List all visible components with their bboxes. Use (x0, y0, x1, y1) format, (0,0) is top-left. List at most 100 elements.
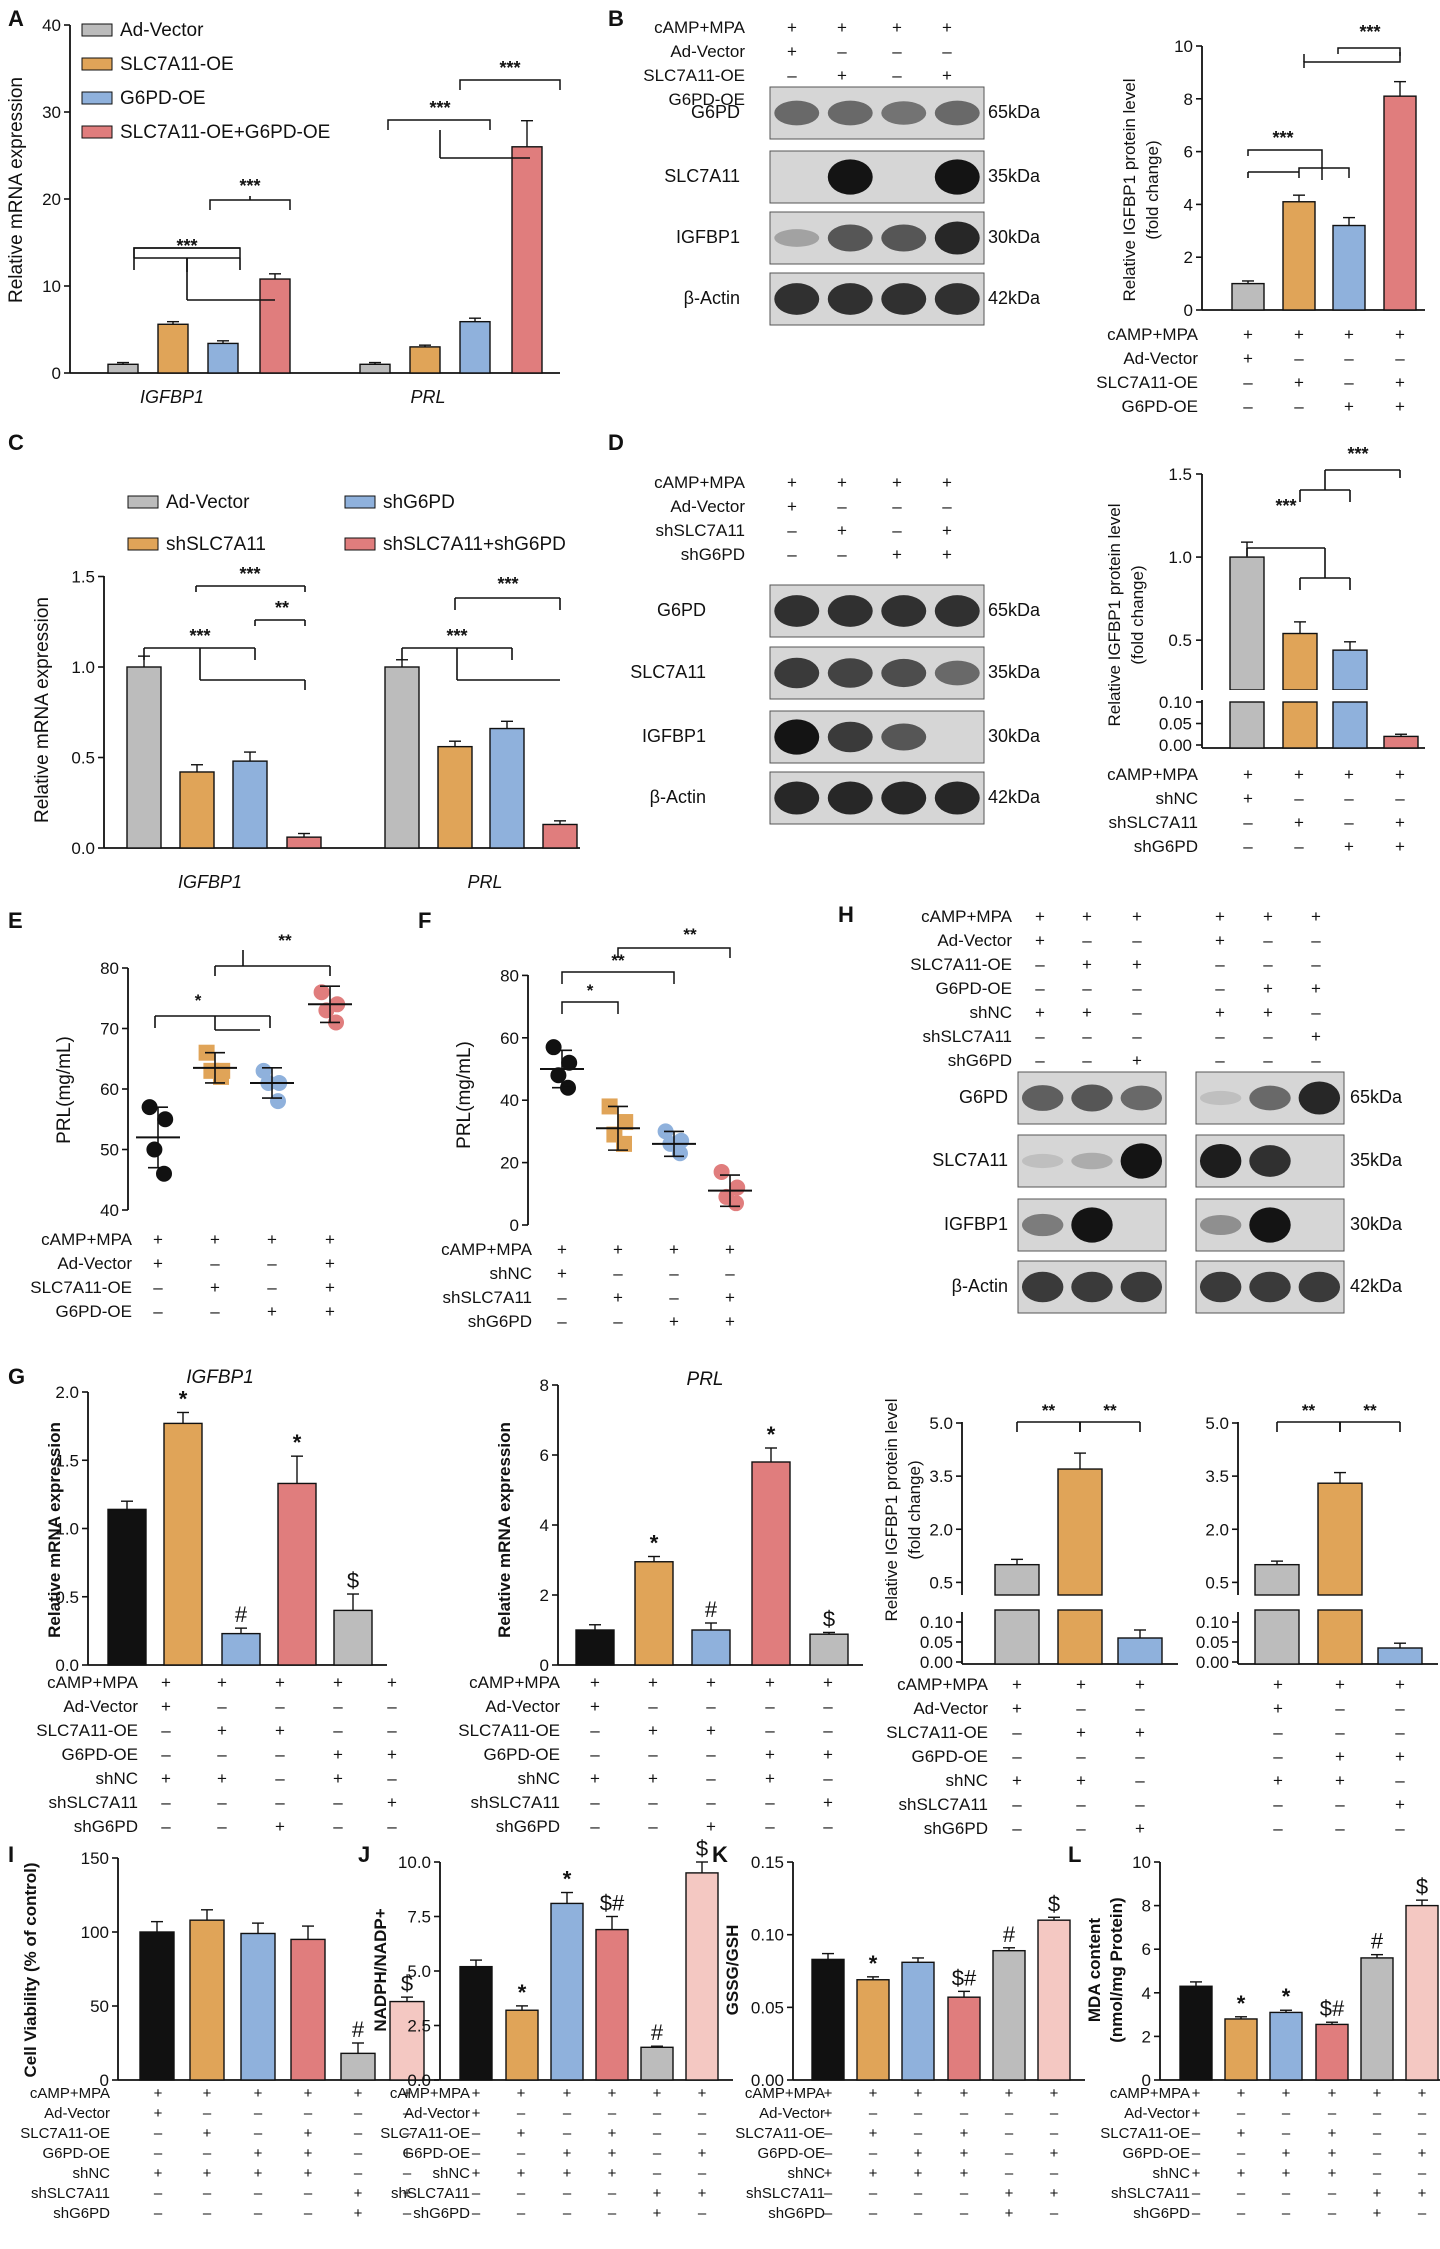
matrix-cell: – (254, 2125, 263, 2142)
matrix-cell: + (267, 1302, 277, 1321)
y-tick-label: 150 (81, 1849, 109, 1868)
matrix-cell: + (387, 1793, 397, 1812)
matrix-cell: + (154, 2105, 163, 2122)
matrix-cell: + (1243, 789, 1253, 808)
matrix-cell: – (1373, 2125, 1382, 2142)
matrix-row-label: shNC (787, 2165, 825, 2182)
blot-band (774, 781, 820, 815)
y-axis-title: PRL(mg/mL) (454, 1041, 475, 1149)
y-tick-label: 8 (1184, 90, 1193, 109)
data-point (270, 1093, 286, 1110)
matrix-row-label: G6PD-OE (1121, 397, 1198, 416)
matrix-cell: – (161, 1817, 171, 1836)
significance-label: *** (429, 98, 450, 118)
bar (107, 363, 139, 374)
bar (1405, 1904, 1439, 2081)
matrix-row-label: shSLC7A11 (923, 1027, 1012, 1046)
matrix-row-label: cAMP+MPA (745, 2085, 825, 2102)
matrix-cell: + (557, 1264, 567, 1283)
bar (290, 1938, 326, 2081)
y-tick-label: 6 (540, 1446, 549, 1465)
significance-mark: $ (1048, 1891, 1060, 1916)
matrix-cell: – (1282, 2105, 1291, 2122)
blot-band (934, 595, 980, 627)
matrix-cell: – (472, 2145, 481, 2162)
bracket (617, 947, 731, 958)
matrix-cell: – (787, 545, 797, 564)
matrix-cell: – (333, 1817, 343, 1836)
matrix-row-label: Ad-Vector (759, 2105, 825, 2122)
matrix-row-label: G6PD-OE (911, 1747, 988, 1766)
y-tick-label: 5.0 (929, 1414, 953, 1433)
matrix-row-label: shSLC7A11 (899, 1795, 988, 1814)
y-tick-label: 0.00 (1159, 736, 1192, 755)
y-tick-label: 7.5 (407, 1908, 431, 1927)
matrix-cell: + (517, 2165, 526, 2182)
blot-band (934, 159, 980, 195)
matrix-cell: – (563, 2185, 572, 2202)
blot-kda: 42kDa (1350, 1276, 1403, 1296)
significance-label: ** (278, 931, 292, 950)
matrix-cell: + (254, 2145, 263, 2162)
matrix-cell: – (765, 1721, 775, 1740)
matrix-cell: – (1082, 1051, 1092, 1070)
matrix-cell: + (387, 1745, 397, 1764)
y-tick-label: 0 (1142, 2071, 1151, 2090)
matrix-row-label: SLC7A11-OE (380, 2125, 470, 2142)
matrix-cell: + (669, 1312, 679, 1331)
blot-band (1249, 1207, 1291, 1243)
blot-kda: 35kDa (988, 662, 1041, 682)
matrix-cell: – (387, 1817, 397, 1836)
matrix-cell: + (787, 18, 797, 37)
matrix-cell: – (1050, 2205, 1059, 2222)
bar (459, 1965, 493, 2081)
y-tick-label: 4 (1184, 195, 1193, 214)
matrix-cell: – (837, 497, 847, 516)
matrix-cell: – (354, 2165, 363, 2182)
matrix-cell: – (161, 1721, 171, 1740)
matrix-cell: – (590, 1721, 600, 1740)
matrix-cell: – (1395, 349, 1405, 368)
y-axis-title: Cell Viability (% of control) (21, 1862, 40, 2077)
matrix-cell: – (1005, 2125, 1014, 2142)
matrix-row-label: G6PD-OE (757, 2145, 825, 2162)
matrix-cell: + (1215, 1003, 1225, 1022)
matrix-cell: – (153, 1278, 163, 1297)
matrix-cell: – (1294, 349, 1304, 368)
data-point (728, 1195, 744, 1212)
matrix-cell: + (1132, 907, 1142, 926)
matrix-cell: + (914, 2085, 923, 2102)
matrix-cell: – (153, 1302, 163, 1321)
bar (811, 1958, 845, 2081)
matrix-cell: – (1344, 789, 1354, 808)
y-tick-label: 0.15 (751, 1853, 784, 1872)
matrix-cell: + (914, 2165, 923, 2182)
y-tick-label: 0.05 (1196, 1633, 1229, 1652)
matrix-cell: – (1215, 1051, 1225, 1070)
bar (595, 1928, 629, 2081)
matrix-cell: + (869, 2165, 878, 2182)
y-tick-label: 0.5 (55, 1588, 79, 1607)
matrix-row-label: G6PD-OE (935, 979, 1012, 998)
matrix-cell: + (557, 1240, 567, 1259)
matrix-row-label: Ad-Vector (44, 2105, 110, 2122)
matrix-cell: + (1076, 1771, 1086, 1790)
bar (340, 2052, 376, 2081)
matrix-cell: + (1344, 325, 1354, 344)
blot-row-label: SLC7A11 (630, 662, 706, 682)
matrix-row-label: shG6PD (468, 1312, 532, 1331)
matrix-cell: – (354, 2125, 363, 2142)
x-category-label: PRL (410, 387, 445, 407)
matrix-cell: + (765, 1769, 775, 1788)
significance-mark: $# (600, 1891, 625, 1916)
blot-kda: 30kDa (988, 726, 1041, 746)
matrix-row-label: G6PD-OE (668, 90, 745, 109)
matrix-cell: – (472, 2125, 481, 2142)
y-tick-label: 70 (100, 1020, 119, 1039)
matrix-cell: – (1294, 397, 1304, 416)
matrix-cell: – (154, 2185, 163, 2202)
matrix-cell: – (653, 2145, 662, 2162)
panel-letter-F: F (418, 908, 431, 933)
panel-letter-L: L (1068, 1842, 1081, 1867)
matrix-row-label: Ad-Vector (57, 1254, 132, 1273)
